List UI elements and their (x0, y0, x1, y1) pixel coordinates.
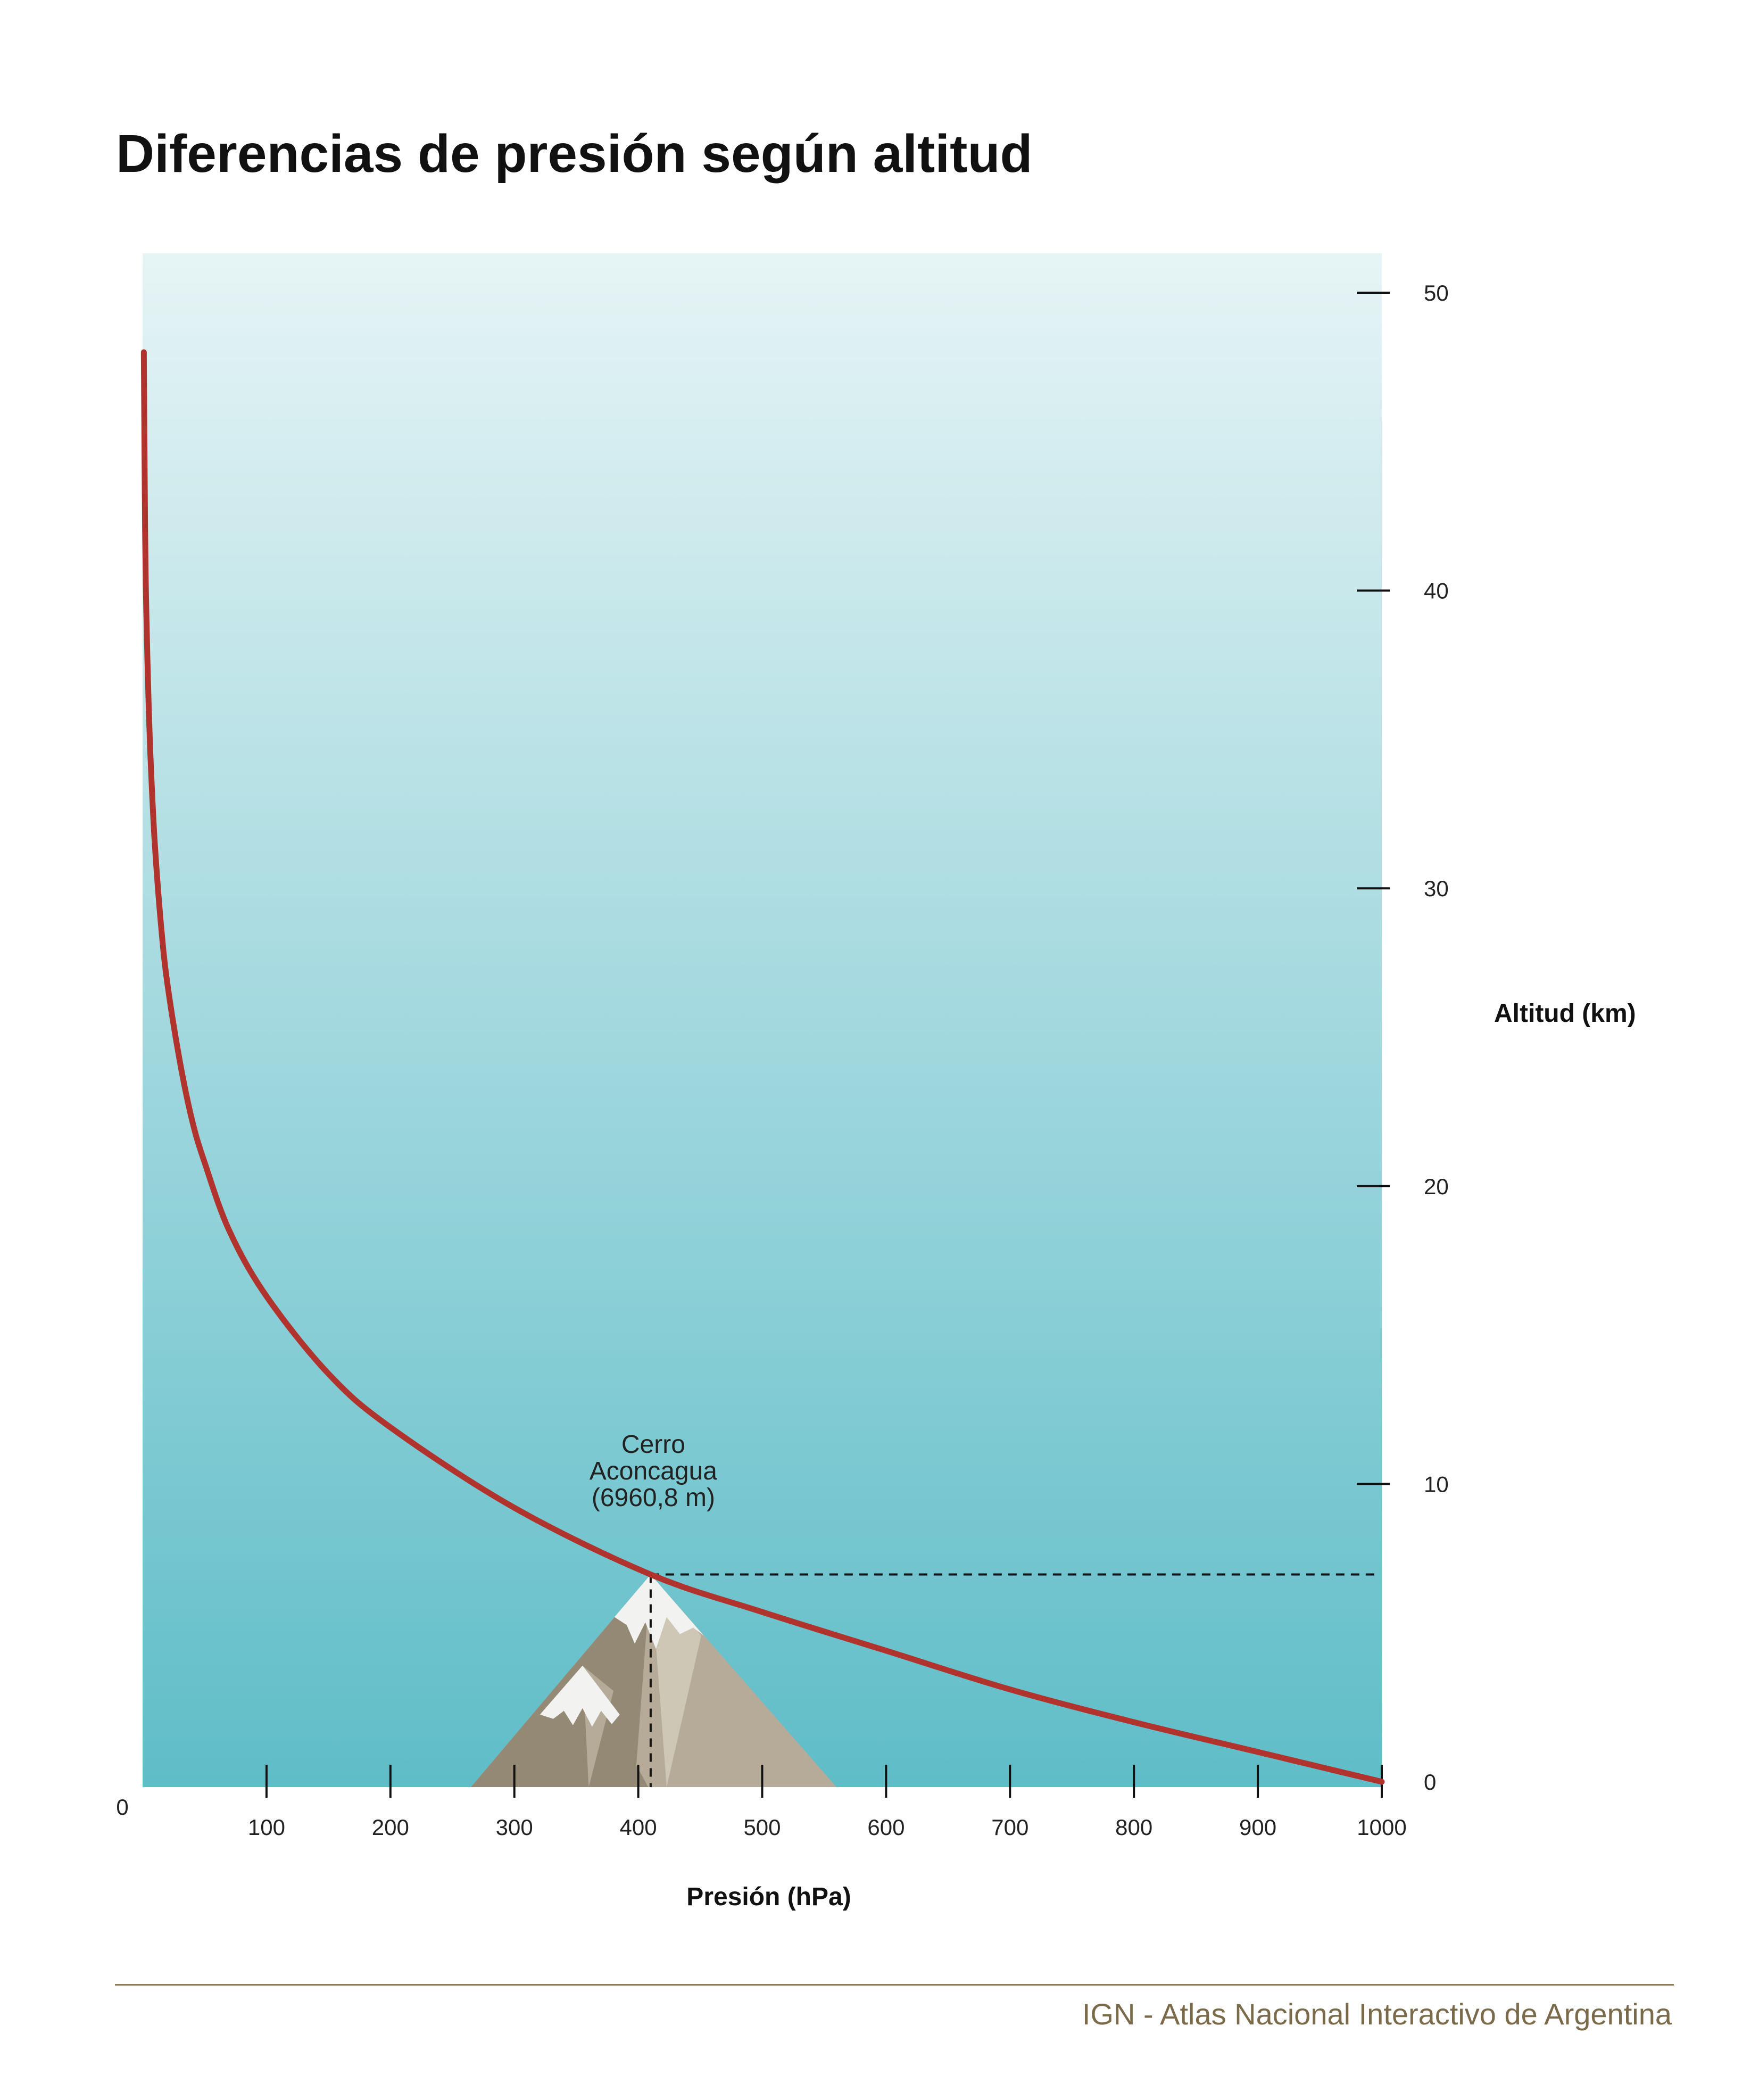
annotation-line: (6960,8 m) (592, 1484, 715, 1512)
x-tick-label: 200 (372, 1815, 409, 1840)
y-tick-label: 10 (1424, 1471, 1449, 1497)
x-tick-label: 300 (496, 1815, 533, 1840)
plot-background (143, 253, 1382, 1787)
source-credit: IGN - Atlas Nacional Interactivo de Arge… (1082, 1997, 1672, 2031)
snowcap-small (540, 1665, 620, 1727)
x-axis: 100 200 300 400 500 600 700 800 900 1000 0 (116, 1765, 1407, 1840)
mountain-illustration (471, 1574, 837, 1787)
x-tick-label: 1000 (1357, 1815, 1406, 1840)
x-tick-label: 100 (248, 1815, 285, 1840)
x-tick-label: 900 (1239, 1815, 1276, 1840)
pressure-altitude-chart: 100 200 300 400 500 600 700 800 900 1000 0 0 10 20 30… (116, 253, 1636, 1911)
x-tick-label: 700 (991, 1815, 1028, 1840)
x-tick-label: 600 (867, 1815, 905, 1840)
x-axis-title: Presión (hPa) (686, 1883, 851, 1911)
mountain-small (471, 1665, 649, 1787)
y-tick-label: 30 (1424, 876, 1449, 901)
x-tick-label: 400 (620, 1815, 657, 1840)
y-axis: 0 10 20 30 40 50 (1357, 280, 1449, 1795)
y-tick-label: 40 (1424, 578, 1449, 603)
series-layer (140, 349, 1385, 1785)
x-tick-label: 500 (743, 1815, 781, 1840)
y-axis-title: Altitud (km) (1494, 999, 1636, 1028)
y-tick-label: 50 (1424, 280, 1449, 305)
aconcagua-guides (649, 1573, 1376, 1787)
snowcap-main (614, 1574, 704, 1649)
pressure-altitude-curve (140, 349, 1385, 1785)
chart-title: Diferencias de presión según altitud (116, 124, 1033, 184)
annotation-line: Aconcagua (590, 1457, 717, 1485)
x-origin-label: 0 (116, 1795, 128, 1820)
annotation-line: Cerro (621, 1431, 685, 1459)
footer-divider (115, 1984, 1674, 1986)
y-tick-label: 20 (1424, 1174, 1449, 1199)
x-tick-label: 800 (1115, 1815, 1152, 1840)
y-tick-label: 0 (1424, 1770, 1436, 1795)
